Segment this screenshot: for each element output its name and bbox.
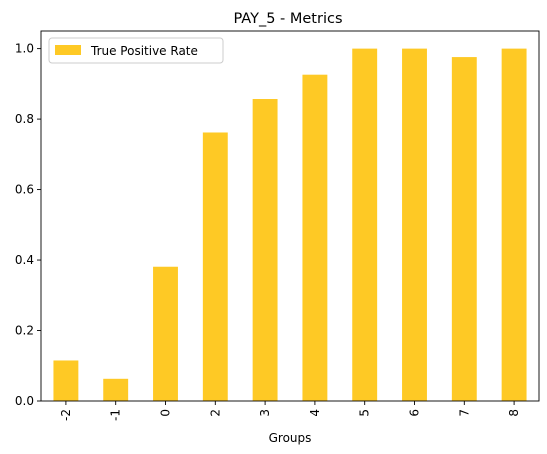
y-tick-label: 0.2: [15, 324, 34, 338]
bar-0: [153, 266, 178, 401]
bar-4: [302, 74, 328, 401]
bar-8: [501, 48, 527, 401]
legend-box: [48, 37, 224, 64]
legend-label: True Positive Rate: [90, 44, 198, 58]
y-tick-label: 0.6: [15, 183, 34, 197]
axes-frame: [40, 30, 540, 402]
chart-title: PAY_5 - Metrics: [233, 11, 342, 27]
x-tick-label: 7: [457, 409, 471, 417]
bar--1: [103, 378, 129, 401]
x-tick-label: -1: [109, 409, 123, 421]
x-tick-label: 3: [258, 409, 272, 417]
x-tick-label: 4: [308, 409, 322, 417]
x-tick-label: 8: [507, 409, 521, 417]
x-tick-label: 5: [358, 409, 372, 417]
x-tick-label: 0: [159, 409, 173, 417]
x-tick-label: -2: [59, 409, 73, 421]
plot-area: 0.0 0.2 0.4 0.6 0.8 1.0 -2 -1 0 2 3 4 5 6 7 8 True Posit…: [15, 30, 540, 421]
y-tick-label: 0.0: [15, 394, 34, 408]
y-tick-label: 0.4: [15, 253, 34, 267]
legend-swatch: [55, 45, 81, 55]
x-axis-label: Groups: [269, 431, 312, 445]
x-tick-label: 2: [208, 409, 222, 417]
bar-6: [402, 48, 427, 401]
bar-7: [451, 57, 477, 401]
bar-3: [252, 99, 278, 401]
x-tick-label: 6: [408, 409, 422, 417]
bar-2: [202, 132, 228, 401]
bar--2: [53, 360, 79, 401]
y-tick-label: 1.0: [15, 42, 34, 56]
y-tick-label: 0.8: [15, 112, 34, 126]
bar-5: [352, 48, 378, 401]
